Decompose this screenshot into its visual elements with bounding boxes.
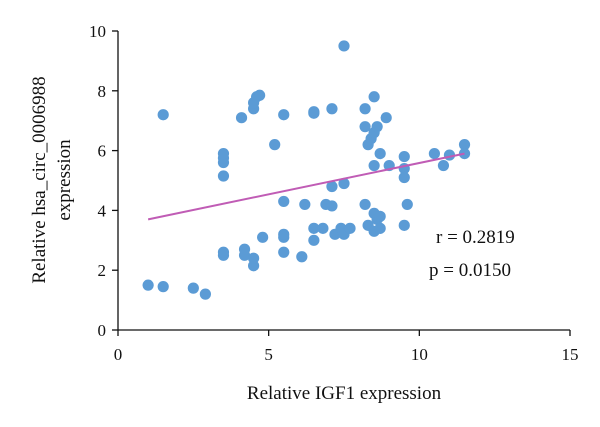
data-point-30 bbox=[308, 107, 320, 119]
data-point-43 bbox=[344, 222, 356, 234]
data-point-57 bbox=[374, 147, 386, 160]
data-point-22 bbox=[278, 109, 290, 121]
data-point-65 bbox=[398, 219, 410, 231]
data-point-20 bbox=[257, 231, 269, 243]
data-point-31 bbox=[308, 234, 320, 246]
data-point-36 bbox=[326, 200, 338, 212]
data-point-35 bbox=[326, 103, 338, 115]
data-point-28 bbox=[299, 198, 311, 211]
y-tick-label: 4 bbox=[98, 201, 107, 220]
data-point-46 bbox=[359, 198, 371, 211]
data-point-33 bbox=[317, 222, 329, 234]
x-tick-label: 15 bbox=[562, 345, 579, 364]
trendline-layer bbox=[147, 152, 465, 221]
data-point-40 bbox=[338, 177, 350, 190]
data-point-4 bbox=[199, 288, 211, 300]
data-point-0 bbox=[142, 279, 154, 291]
data-point-23 bbox=[278, 195, 290, 208]
data-point-11 bbox=[235, 112, 248, 124]
data-point-27 bbox=[296, 251, 308, 263]
r-annotation: r = 0.2819 bbox=[436, 227, 515, 248]
x-tick-label: 0 bbox=[114, 345, 123, 364]
y-axis-title-line-1: Relative hsa_circ_0006988 bbox=[29, 76, 50, 283]
y-tick-label: 2 bbox=[98, 261, 107, 280]
data-point-64 bbox=[398, 171, 410, 184]
y-tick-label: 8 bbox=[98, 82, 107, 101]
data-point-56 bbox=[371, 121, 383, 133]
data-point-62 bbox=[398, 150, 410, 163]
data-point-52 bbox=[368, 159, 380, 172]
data-point-2 bbox=[157, 109, 169, 121]
data-point-44 bbox=[359, 103, 371, 115]
x-axis-title: Relative IGF1 expression bbox=[247, 383, 442, 404]
data-point-70 bbox=[458, 139, 471, 151]
data-point-58 bbox=[374, 210, 386, 222]
data-point-25 bbox=[278, 228, 290, 240]
tick-labels: 0 5 10 15 0 2 4 6 8 10 bbox=[89, 22, 579, 364]
data-point-45 bbox=[359, 121, 371, 133]
x-tick-label: 5 bbox=[264, 345, 273, 364]
data-point-67 bbox=[428, 147, 440, 160]
data-point-1 bbox=[157, 281, 169, 293]
y-tick-label: 6 bbox=[98, 142, 107, 161]
data-point-68 bbox=[437, 159, 450, 172]
y-tick-label: 10 bbox=[89, 22, 106, 41]
data-point-32 bbox=[308, 222, 320, 234]
p-annotation: p = 0.0150 bbox=[429, 260, 511, 281]
data-point-60 bbox=[380, 112, 392, 124]
data-point-37 bbox=[326, 180, 338, 193]
y-axis-title-line-2: expression bbox=[54, 139, 75, 221]
y-tick-label: 0 bbox=[98, 321, 107, 340]
data-point-15 bbox=[248, 252, 260, 264]
data-point-7 bbox=[217, 170, 230, 182]
data-point-41 bbox=[338, 40, 350, 52]
data-point-3 bbox=[187, 282, 199, 294]
data-point-10 bbox=[217, 147, 230, 160]
data-point-59 bbox=[374, 222, 386, 234]
data-points bbox=[142, 40, 471, 300]
trendline bbox=[147, 152, 465, 221]
data-point-6 bbox=[217, 246, 230, 258]
x-tick-label: 10 bbox=[411, 345, 428, 364]
data-point-19 bbox=[254, 89, 266, 101]
axes bbox=[112, 30, 571, 336]
data-point-21 bbox=[269, 139, 281, 151]
data-point-66 bbox=[401, 198, 413, 211]
data-point-26 bbox=[278, 246, 290, 258]
data-point-13 bbox=[238, 243, 251, 255]
data-point-50 bbox=[368, 91, 380, 103]
